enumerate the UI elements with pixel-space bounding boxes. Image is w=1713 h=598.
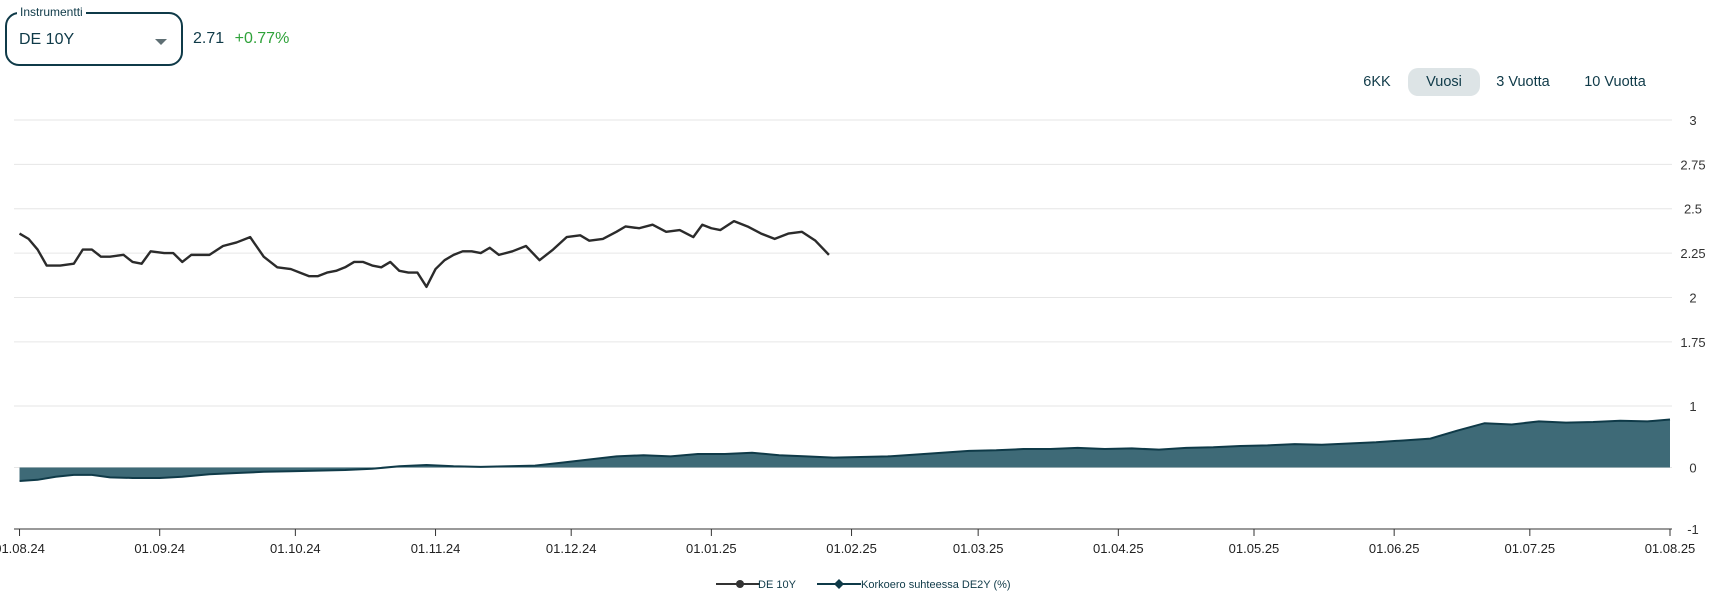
x-tick-label: 01.08.24: [0, 541, 45, 556]
x-tick-label: 01.05.25: [1229, 541, 1280, 556]
range-tab-6kk[interactable]: 6KK: [1363, 74, 1391, 90]
x-tick-label: 01.12.24: [546, 541, 597, 556]
quote-price: 2.71: [193, 30, 225, 47]
x-axis: 01.08.24 01.09.24 01.10.24 01.11.24 01.12.24…: [0, 528, 1696, 556]
range-tab-3-vuotta[interactable]: 3 Vuotta: [1496, 74, 1550, 90]
chevron-down-icon[interactable]: [155, 39, 167, 45]
x-tick-label: 01.04.25: [1093, 541, 1144, 556]
x-tick-label: 01.09.24: [134, 541, 185, 556]
y-tick-label: 2: [1689, 290, 1696, 305]
x-tick-label: 01.03.25: [953, 541, 1004, 556]
x-tick-label: 01.06.25: [1369, 541, 1420, 556]
y-tick-label: 2.25: [1680, 246, 1705, 261]
instrument-select-label: Instrumentti: [17, 5, 86, 19]
y-tick-label: 2.75: [1680, 157, 1705, 172]
y-tick-label: 1.75: [1680, 335, 1705, 350]
range-tab-vuosi[interactable]: Vuosi: [1408, 68, 1480, 96]
y-tick-label: 1: [1689, 399, 1696, 414]
y-tick-label: 2.5: [1684, 202, 1702, 217]
instrument-select-value: DE 10Y: [19, 31, 75, 48]
x-tick-label: 01.07.25: [1505, 541, 1556, 556]
x-tick-label: 01.10.24: [270, 541, 321, 556]
area-korkoero-line: [19, 418, 1671, 483]
range-tab-10-vuotta[interactable]: 10 Vuotta: [1584, 74, 1646, 90]
chart-legend: DE 10Y Korkoero suhteessa DE2Y (%): [716, 579, 1011, 591]
quote-change: +0.77%: [234, 30, 290, 47]
legend-label: DE 10Y: [758, 579, 797, 591]
y-tick-label: 0: [1689, 461, 1696, 476]
x-tick-label: 01.01.25: [686, 541, 737, 556]
y-tick-label: -1: [1687, 522, 1699, 537]
instrument-select[interactable]: Instrumentti DE 10Y: [5, 5, 183, 66]
line-de10y: [18, 219, 830, 289]
x-tick-label: 01.02.25: [826, 541, 877, 556]
area-layer: [19, 418, 1671, 483]
y-tick-label: 3: [1689, 113, 1696, 128]
legend-label: Korkoero suhteessa DE2Y (%): [861, 579, 1011, 591]
legend-marker: [834, 579, 844, 589]
line-layer: [18, 219, 830, 289]
range-tabs: 6KK Vuosi 3 Vuotta 10 Vuotta: [1313, 68, 1713, 96]
y-axis: 3 2.75 2.5 2.25 2 1.75 1 0 -1: [1680, 113, 1705, 537]
x-tick-label: 01.11.24: [411, 541, 461, 556]
legend-marker: [736, 580, 744, 588]
x-tick-label: 01.08.25: [1645, 541, 1696, 556]
quote: 2.71 +0.77%: [193, 30, 289, 48]
